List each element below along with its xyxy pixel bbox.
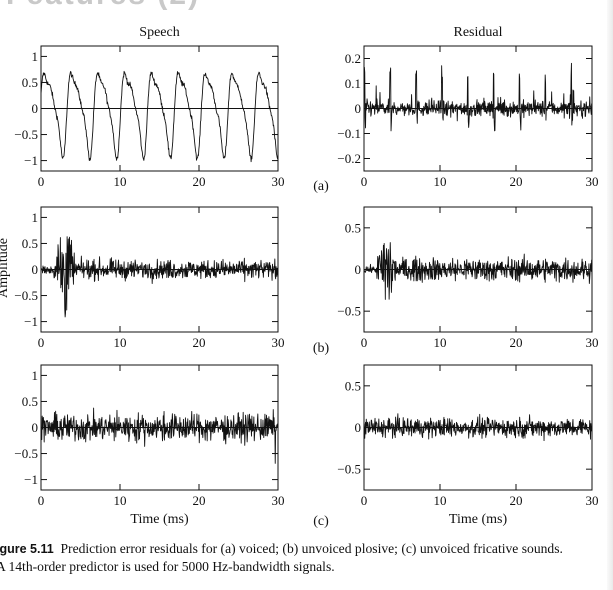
x-tick-label: 30	[272, 174, 285, 189]
page-edge-shadow	[607, 0, 613, 590]
caption-text-2: A 14th-order predictor is used for 5000 …	[0, 559, 335, 574]
caption-line-2: A 14th-order predictor is used for 5000 …	[0, 558, 611, 575]
signal-trace	[40, 407, 279, 464]
signal-trace	[40, 70, 279, 163]
x-tick-label: 10	[434, 174, 447, 189]
panel-b-speech	[40, 206, 279, 333]
y-tick-label: −0.2	[337, 151, 361, 166]
x-tick-label: 10	[114, 174, 127, 189]
y-tick-label: −0.5	[337, 462, 361, 477]
y-tick-label: 0	[32, 262, 39, 277]
signal-trace	[363, 62, 593, 132]
panel-c-speech	[40, 364, 279, 491]
row-label-a: (a)	[313, 179, 329, 194]
y-tick-label: 0.5	[22, 394, 38, 409]
x-tick-label: 0	[361, 493, 368, 508]
x-tick-label: 10	[114, 335, 127, 350]
x-tick-label: 20	[510, 335, 523, 350]
x-axis-label: Time (ms)	[130, 512, 189, 527]
y-tick-label: −0.5	[14, 446, 38, 461]
x-tick-label: 30	[272, 493, 285, 508]
x-tick-label: 30	[586, 174, 599, 189]
signal-trace	[40, 236, 279, 318]
figure-caption: igure 5.11 Prediction error residuals fo…	[0, 540, 611, 575]
x-tick-label: 10	[114, 493, 127, 508]
panel-c-residual	[363, 364, 593, 491]
y-tick-label: 0.2	[345, 51, 361, 66]
x-tick-label: 10	[434, 335, 447, 350]
signal-trace	[363, 242, 593, 300]
x-tick-label: 0	[38, 174, 45, 189]
x-tick-label: 20	[193, 493, 206, 508]
y-tick-label: 0	[355, 101, 362, 116]
y-tick-label: −1	[24, 314, 38, 329]
panel-title: Residual	[454, 25, 503, 40]
panel-b-residual	[363, 206, 593, 333]
x-tick-label: 20	[193, 335, 206, 350]
y-tick-label: 0	[32, 101, 39, 116]
caption-line-1: igure 5.11 Prediction error residuals fo…	[0, 540, 611, 558]
y-tick-label: 1	[32, 210, 39, 225]
header-fragment-text: Features (2)	[6, 0, 200, 12]
x-tick-label: 20	[510, 493, 523, 508]
y-tick-label: 0.5	[345, 378, 361, 393]
y-tick-label: −0.5	[14, 127, 38, 142]
y-tick-label: 1	[32, 49, 39, 64]
y-tick-label: −0.5	[14, 288, 38, 303]
y-tick-label: 0	[32, 420, 39, 435]
y-tick-label: 0.5	[345, 220, 361, 235]
y-tick-label: −1	[24, 153, 38, 168]
x-tick-label: 0	[38, 335, 45, 350]
caption-text-1: Prediction error residuals for (a) voice…	[60, 541, 563, 556]
y-tick-label: −1	[24, 472, 38, 487]
x-tick-label: 20	[193, 174, 206, 189]
row-label-b: (b)	[313, 341, 330, 356]
x-tick-label: 20	[510, 174, 523, 189]
x-tick-label: 30	[272, 335, 285, 350]
y-tick-label: −0.1	[337, 126, 361, 141]
y-tick-label: 0.1	[345, 76, 361, 91]
page-header-fragment: Features (2)	[0, 0, 613, 12]
y-tick-label: 0.5	[22, 236, 38, 251]
panel-a-residual	[363, 45, 593, 172]
x-tick-label: 0	[361, 335, 368, 350]
y-tick-label: 0	[355, 420, 362, 435]
y-axis-label: Amplitude	[0, 238, 11, 298]
x-axis-label: Time (ms)	[449, 512, 508, 527]
row-label-c: (c)	[313, 514, 329, 529]
x-tick-label: 10	[434, 493, 447, 508]
y-tick-label: 0	[355, 262, 362, 277]
x-tick-label: 30	[586, 335, 599, 350]
panel-title: Speech	[139, 25, 179, 40]
x-tick-label: 0	[38, 493, 45, 508]
caption-figure-label: igure 5.11	[0, 542, 54, 556]
x-tick-label: 0	[361, 174, 368, 189]
y-tick-label: −0.5	[337, 304, 361, 319]
y-tick-label: 1	[32, 368, 39, 383]
panel-a-speech	[40, 45, 279, 172]
signal-trace	[363, 413, 593, 442]
y-tick-label: 0.5	[22, 75, 38, 90]
x-tick-label: 30	[586, 493, 599, 508]
